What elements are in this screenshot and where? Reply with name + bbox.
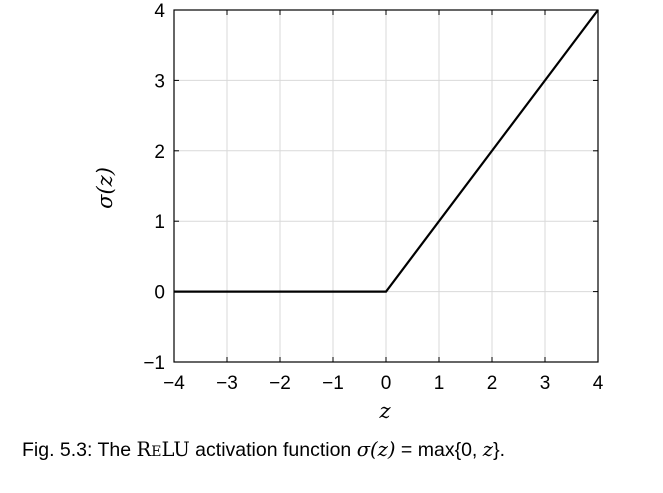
y-tick-label: −1 [143, 353, 165, 374]
figure-caption: Fig. 5.3: The ReLU activation function σ… [22, 438, 505, 462]
caption-z: z [482, 438, 494, 461]
caption-close: }. [493, 439, 505, 461]
x-axis-label: z [378, 399, 391, 423]
caption-middle: activation function [189, 439, 357, 461]
x-tick-labels: −4 −3 −2 −1 0 1 2 3 4 [163, 373, 604, 394]
x-tick-label: −4 [163, 373, 185, 394]
y-tick-label: 3 [154, 71, 165, 92]
x-tick-label: −2 [269, 373, 291, 394]
x-tick-label: −3 [216, 373, 238, 394]
caption-eq: = max{0, [395, 439, 483, 461]
caption-relu: ReLU [136, 438, 190, 461]
axis-ticks [173, 9, 599, 363]
y-tick-label: 2 [154, 142, 165, 163]
caption-prefix: Fig. 5.3: The [22, 439, 137, 461]
relu-series-line [174, 9, 599, 293]
x-tick-label: 0 [381, 373, 392, 394]
x-tick-label: 3 [540, 373, 551, 394]
x-tick-label: −1 [322, 373, 344, 394]
y-tick-label: 0 [154, 283, 165, 304]
x-tick-label: 2 [487, 373, 498, 394]
x-tick-label: 4 [593, 373, 604, 394]
relu-chart: −4 −3 −2 −1 0 1 2 3 4 −1 0 1 2 3 4 z σ(z) [93, 1, 604, 423]
y-axis-label: σ(z) [93, 167, 117, 209]
x-tick-label: 1 [434, 373, 445, 394]
y-tick-label: 4 [154, 1, 165, 22]
y-tick-label: 1 [154, 212, 165, 233]
caption-sigma: σ(z) [356, 438, 396, 461]
y-tick-labels: −1 0 1 2 3 4 [143, 1, 165, 374]
grid-lines [173, 9, 599, 363]
